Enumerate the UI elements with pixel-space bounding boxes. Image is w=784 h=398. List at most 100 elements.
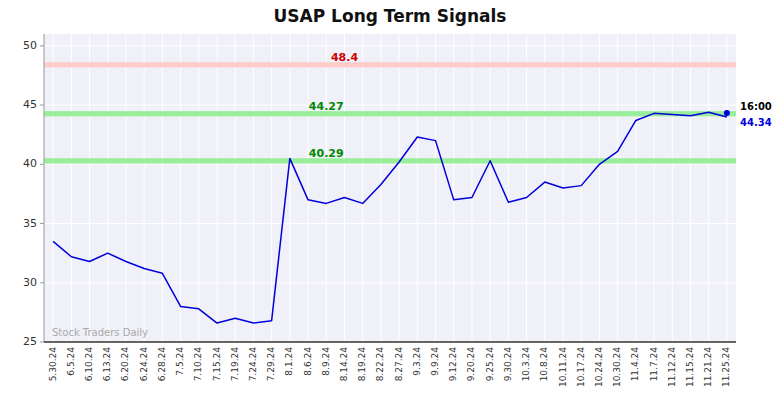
x-tick-label: 8.22.24 — [375, 347, 385, 382]
x-grid-line — [180, 34, 181, 342]
x-grid-line — [107, 34, 108, 342]
x-grid-line — [326, 34, 327, 342]
x-grid-line — [289, 34, 290, 342]
last-time-label: 16:00 — [740, 101, 772, 112]
x-grid-line — [708, 34, 709, 342]
x-grid-line — [690, 34, 691, 342]
last-price-label: 44.34 — [740, 117, 772, 128]
y-tick — [40, 223, 44, 224]
x-grid-line — [217, 34, 218, 342]
y-tick-label: 25 — [23, 335, 37, 348]
plot-area — [44, 62, 736, 323]
x-grid-line — [198, 34, 199, 342]
x-grid-line — [581, 34, 582, 342]
signal-band — [44, 158, 736, 163]
y-tick-label: 45 — [23, 98, 37, 111]
x-tick-label: 8.14.24 — [339, 347, 349, 382]
y-tick — [40, 164, 44, 165]
axes: 2530354045505.30.246.5.246.10.246.13.246… — [23, 34, 736, 387]
x-grid-line — [654, 34, 655, 342]
x-tick-label: 11.7.24 — [649, 347, 659, 382]
x-tick-label: 11.4.24 — [630, 347, 640, 382]
x-grid-line — [635, 34, 636, 342]
x-grid-line — [508, 34, 509, 342]
x-grid-line — [235, 34, 236, 342]
last-point — [724, 110, 730, 116]
title: USAP Long Term Signals — [274, 6, 507, 26]
y-tick-label: 30 — [23, 276, 37, 289]
y-grid-line — [44, 223, 736, 224]
grid — [44, 34, 736, 342]
x-tick-label: 10.11.24 — [558, 347, 568, 387]
x-tick-label: 8.1.24 — [284, 347, 294, 376]
x-tick-label: 8.19.24 — [357, 347, 367, 382]
x-tick-label: 11.21.24 — [703, 347, 713, 387]
x-grid-line — [162, 34, 163, 342]
x-tick-label: 5.30.24 — [48, 347, 58, 382]
y-tick — [40, 342, 44, 343]
x-tick-label: 7.19.24 — [230, 347, 240, 382]
y-tick-label: 35 — [23, 217, 37, 230]
x-tick-label: 6.13.24 — [102, 347, 112, 382]
x-tick-label: 9.12.24 — [448, 347, 458, 382]
y-tick — [40, 282, 44, 283]
x-grid-line — [399, 34, 400, 342]
x-tick-label: 6.10.24 — [84, 347, 94, 382]
y-axis-line — [44, 34, 45, 342]
x-grid-line — [89, 34, 90, 342]
y-grid-line — [44, 45, 736, 46]
x-grid-line — [344, 34, 345, 342]
x-tick-label: 10.24.24 — [594, 347, 604, 387]
x-tick-label: 10.3.24 — [521, 347, 531, 382]
x-tick-label: 9.3.24 — [412, 347, 422, 376]
x-grid-line — [617, 34, 618, 342]
y-grid-line — [44, 282, 736, 283]
x-tick-label: 6.20.24 — [120, 347, 130, 382]
y-grid-line — [44, 105, 736, 106]
x-tick-label: 10.17.24 — [576, 347, 586, 387]
y-tick — [40, 45, 44, 46]
signal-band — [44, 62, 736, 67]
chart: 2530354045505.30.246.5.246.10.246.13.246… — [0, 0, 784, 398]
x-tick-label: 9.30.24 — [503, 347, 513, 382]
x-grid-line — [362, 34, 363, 342]
y-tick — [40, 105, 44, 106]
signal-band — [44, 111, 736, 116]
x-tick-label: 6.28.24 — [157, 347, 167, 382]
x-tick-label: 7.15.24 — [212, 347, 222, 382]
x-grid-line — [308, 34, 309, 342]
x-grid-line — [71, 34, 72, 342]
x-tick-label: 11.12.24 — [667, 347, 677, 387]
x-tick-label: 9.25.24 — [485, 347, 495, 382]
y-tick-label: 50 — [23, 39, 37, 52]
x-grid-line — [453, 34, 454, 342]
x-tick-label: 11.25.24 — [721, 347, 731, 387]
x-grid-line — [544, 34, 545, 342]
x-grid-line — [253, 34, 254, 342]
plot-background — [44, 34, 736, 342]
x-grid-line — [417, 34, 418, 342]
x-tick-label: 7.5.24 — [175, 347, 185, 376]
x-grid-line — [526, 34, 527, 342]
x-tick-label: 9.9.24 — [430, 347, 440, 376]
x-tick-label: 7.29.24 — [266, 347, 276, 382]
band-label: 44.27 — [309, 100, 344, 113]
band-label: 48.4 — [331, 51, 358, 64]
watermark: Stock Traders Daily — [52, 327, 148, 338]
x-grid-line — [144, 34, 145, 342]
x-grid-line — [380, 34, 381, 342]
x-tick-label: 7.10.24 — [193, 347, 203, 382]
x-tick-label: 10.8.24 — [539, 347, 549, 382]
y-tick-label: 40 — [23, 157, 37, 170]
x-grid-line — [271, 34, 272, 342]
x-grid-line — [726, 34, 727, 342]
band-label: 40.29 — [309, 147, 344, 160]
x-grid-line — [125, 34, 126, 342]
x-tick-label: 6.24.24 — [139, 347, 149, 382]
x-grid-line — [490, 34, 491, 342]
x-grid-line — [599, 34, 600, 342]
x-grid-line — [672, 34, 673, 342]
x-grid-line — [53, 34, 54, 342]
x-tick-label: 10.30.24 — [612, 347, 622, 387]
y-grid-line — [44, 164, 736, 165]
